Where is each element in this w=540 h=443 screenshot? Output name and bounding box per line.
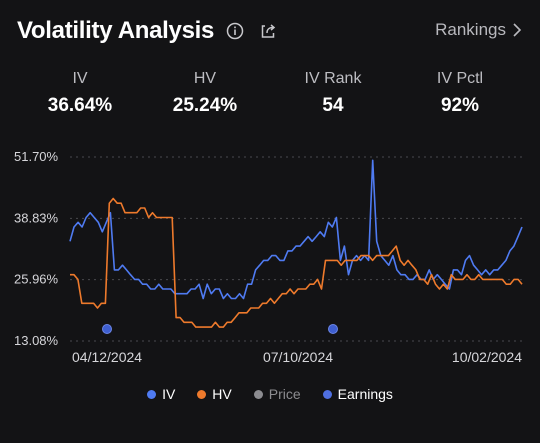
legend-item-hv[interactable]: HV bbox=[197, 386, 232, 402]
metric-iv-pctl: IV Pctl 92% bbox=[400, 70, 520, 117]
metrics-row: IV 36.64% HV 25.24% IV Rank 54 IV Pctl 9… bbox=[0, 70, 540, 130]
legend-label: Price bbox=[268, 386, 301, 402]
legend-label: IV bbox=[162, 386, 176, 402]
earnings-marker[interactable] bbox=[102, 324, 112, 334]
legend-dot bbox=[322, 389, 332, 399]
legend-dot bbox=[147, 389, 157, 399]
rankings-label: Rankings bbox=[435, 20, 506, 39]
x-tick-label: 10/02/2024 bbox=[452, 349, 522, 365]
x-tick-label: 04/12/2024 bbox=[72, 349, 142, 365]
legend-label: Earnings bbox=[337, 386, 393, 402]
metric-value: 25.24% bbox=[172, 95, 238, 116]
page-title: Volatility Analysis bbox=[17, 17, 215, 44]
metric-iv: IV 36.64% bbox=[20, 70, 140, 117]
legend: IV HV Price Earnings bbox=[0, 384, 540, 404]
chart-canvas: 51.70% 38.83% 25.96% 13.08% 04/12/2024 07/10… bbox=[14, 149, 523, 365]
metric-hv: HV 25.24% bbox=[145, 70, 265, 117]
y-tick-label: 51.70% bbox=[14, 149, 59, 164]
chevron-right-icon bbox=[513, 23, 522, 37]
metric-value: 92% bbox=[440, 95, 480, 116]
info-icon[interactable] bbox=[226, 22, 244, 40]
header: Volatility Analysis Rankings bbox=[0, 0, 540, 62]
y-tick-label: 13.08% bbox=[14, 333, 59, 348]
legend-item-price[interactable]: Price bbox=[253, 386, 301, 402]
volatility-chart[interactable]: 51.70% 38.83% 25.96% 13.08% 04/12/2024 07/10… bbox=[0, 140, 540, 380]
x-tick-label: 07/10/2024 bbox=[263, 349, 333, 365]
legend-item-iv[interactable]: IV bbox=[147, 386, 175, 402]
rankings-link[interactable]: Rankings bbox=[435, 20, 522, 40]
y-tick-label: 38.83% bbox=[14, 210, 59, 225]
metric-iv-rank: IV Rank 54 bbox=[273, 70, 393, 117]
metric-label: IV bbox=[72, 70, 88, 87]
series-line-iv bbox=[69, 159, 523, 300]
metric-label: IV Rank bbox=[304, 70, 362, 87]
legend-item-earnings[interactable]: Earnings bbox=[322, 386, 393, 402]
legend-dot bbox=[197, 389, 207, 399]
legend-label: HV bbox=[212, 386, 232, 402]
metric-value: 36.64% bbox=[47, 95, 113, 116]
share-icon[interactable] bbox=[259, 22, 277, 40]
earnings-marker[interactable] bbox=[328, 324, 338, 334]
series-line-hv bbox=[70, 197, 523, 328]
metric-label: HV bbox=[193, 70, 217, 87]
metric-label: IV Pctl bbox=[436, 70, 484, 87]
legend-dot bbox=[253, 389, 263, 399]
y-tick-label: 25.96% bbox=[14, 272, 59, 287]
metric-value: 54 bbox=[322, 95, 344, 116]
